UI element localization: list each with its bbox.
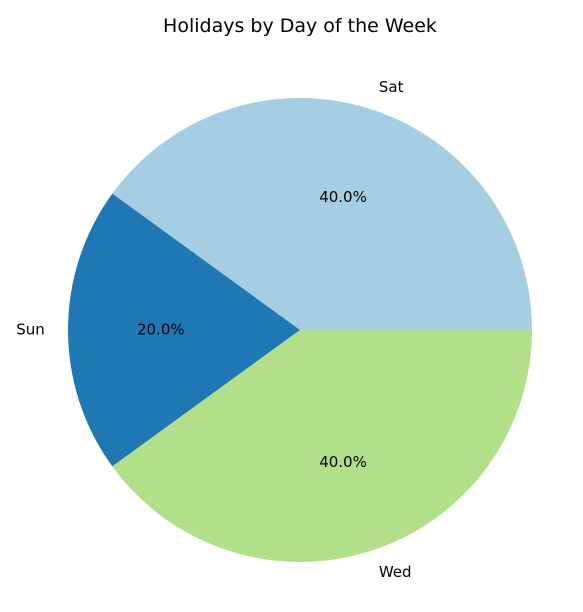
slice-percent-sun: 20.0% bbox=[137, 321, 185, 339]
pie-labels: Sat 40.0% Sun 20.0% Wed 40.0% bbox=[16, 78, 411, 581]
slice-percent-sat: 40.0% bbox=[319, 188, 367, 206]
pie-slice-sun bbox=[67, 193, 301, 467]
slice-percent-wed: 40.0% bbox=[319, 453, 367, 471]
pie-slice-sat bbox=[112, 97, 533, 331]
chart-title: Holidays by Day of the Week bbox=[163, 15, 437, 37]
slice-label-sun: Sun bbox=[16, 321, 45, 339]
pie-slice-wed bbox=[112, 330, 532, 563]
slice-label-wed: Wed bbox=[379, 563, 412, 581]
pie-slices bbox=[67, 97, 533, 563]
slice-label-sat: Sat bbox=[379, 78, 404, 96]
